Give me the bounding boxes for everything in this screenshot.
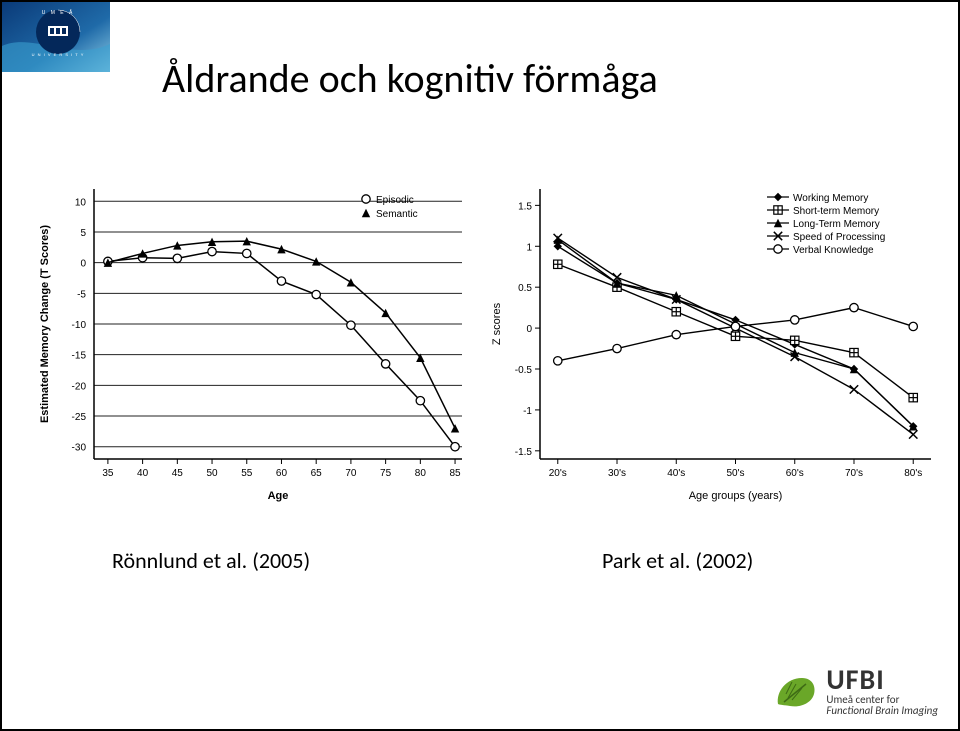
svg-text:U M E Å: U M E Å — [42, 9, 75, 16]
svg-text:U N I V E R S I T Y: U N I V E R S I T Y — [32, 52, 85, 57]
svg-text:-1: -1 — [523, 406, 532, 417]
svg-text:0: 0 — [526, 324, 532, 335]
svg-text:-30: -30 — [72, 443, 87, 454]
svg-text:30's: 30's — [608, 468, 626, 479]
svg-text:50: 50 — [206, 468, 218, 479]
svg-text:10: 10 — [75, 197, 87, 208]
slide-title: Åldrande och kognitiv förmåga — [162, 54, 658, 103]
caption-ronnlund: Rönnlund et al. (2005) — [112, 547, 310, 574]
svg-text:Working Memory: Working Memory — [793, 193, 868, 204]
svg-text:Long-Term Memory: Long-Term Memory — [793, 219, 880, 230]
svg-text:70's: 70's — [845, 468, 863, 479]
svg-text:70: 70 — [345, 468, 357, 479]
svg-text:35: 35 — [102, 468, 114, 479]
svg-text:Verbal Knowledge: Verbal Knowledge — [793, 245, 874, 256]
svg-text:40: 40 — [137, 468, 149, 479]
svg-text:50's: 50's — [726, 468, 744, 479]
svg-text:Short-term Memory: Short-term Memory — [793, 206, 879, 217]
svg-text:Semantic: Semantic — [376, 209, 418, 220]
svg-text:0.5: 0.5 — [518, 283, 532, 294]
svg-text:40's: 40's — [667, 468, 685, 479]
slide: U M E Å U N I V E R S I T Y Åldrande och… — [0, 0, 960, 731]
svg-text:60's: 60's — [786, 468, 804, 479]
footer-line2: Functional Brain Imaging — [826, 705, 938, 717]
svg-text:Estimated Memory Change (T Sco: Estimated Memory Change (T Scores) — [39, 225, 51, 423]
chart-ronnlund: 1050-5-10-15-20-25-303540455055606570758… — [32, 177, 472, 507]
svg-text:Speed of Processing: Speed of Processing — [793, 232, 885, 243]
ufbi-logo: UFBI Umeå center for Functional Brain Im… — [772, 665, 938, 717]
svg-text:60: 60 — [276, 468, 288, 479]
svg-text:1: 1 — [526, 242, 532, 253]
svg-text:20's: 20's — [549, 468, 567, 479]
chart-park: -1.5 -1 -0.5 0 0.5 1 1.5 20's 30's 40's 50's 60's 70… — [482, 177, 937, 507]
svg-text:-0.5: -0.5 — [515, 365, 533, 376]
svg-text:75: 75 — [380, 468, 392, 479]
svg-text:Age groups (years): Age groups (years) — [689, 490, 783, 502]
svg-text:55: 55 — [241, 468, 253, 479]
svg-text:5: 5 — [80, 228, 86, 239]
svg-text:-1.5: -1.5 — [515, 447, 533, 458]
svg-text:0: 0 — [80, 259, 86, 270]
svg-text:80's: 80's — [904, 468, 922, 479]
svg-text:80: 80 — [415, 468, 427, 479]
svg-text:-10: -10 — [72, 320, 87, 331]
svg-text:45: 45 — [172, 468, 184, 479]
svg-text:-20: -20 — [72, 381, 87, 392]
svg-text:1.5: 1.5 — [518, 201, 532, 212]
svg-text:-25: -25 — [72, 412, 87, 423]
svg-text:Z scores: Z scores — [491, 302, 503, 345]
svg-text:Age: Age — [268, 490, 289, 502]
svg-text:Episodic: Episodic — [376, 195, 414, 206]
svg-text:85: 85 — [449, 468, 461, 479]
leaf-icon — [772, 672, 818, 710]
umea-logo: U M E Å U N I V E R S I T Y — [2, 2, 110, 72]
footer-acronym: UFBI — [826, 665, 938, 694]
svg-text:-15: -15 — [72, 351, 87, 362]
charts-row: 1050-5-10-15-20-25-303540455055606570758… — [32, 177, 937, 507]
caption-park: Park et al. (2002) — [602, 547, 753, 574]
svg-text:65: 65 — [311, 468, 323, 479]
svg-text:-5: -5 — [77, 289, 86, 300]
